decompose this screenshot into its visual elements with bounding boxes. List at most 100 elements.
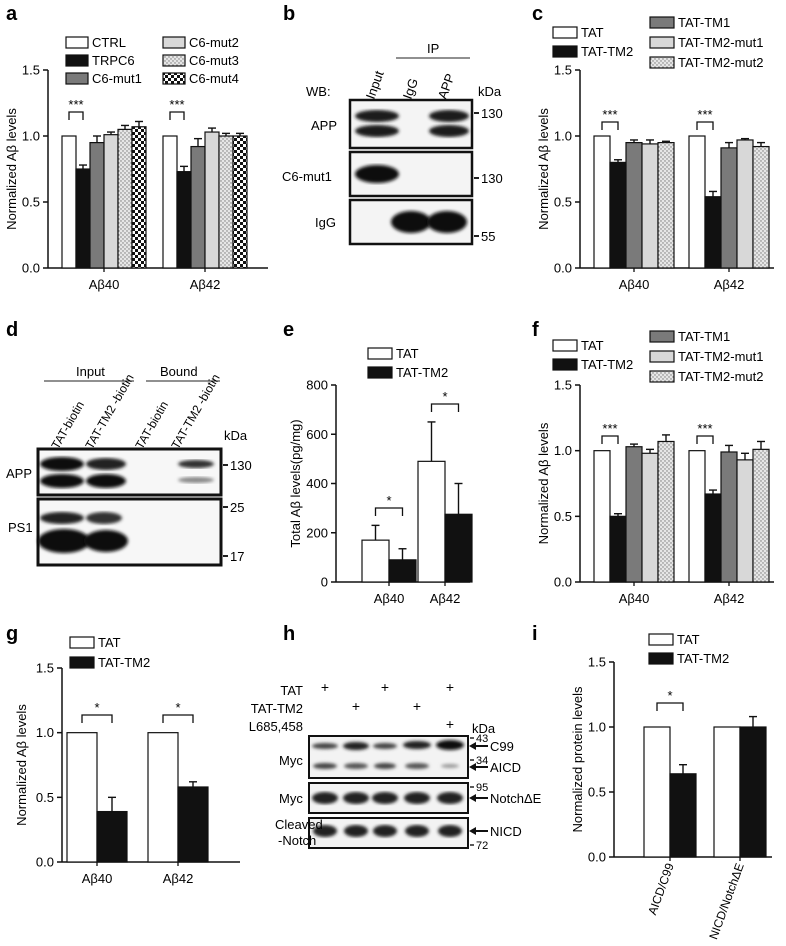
panel-letter-a: a [6, 3, 18, 25]
treatment-plus: + [446, 679, 454, 695]
y-tick-label: 0.5 [554, 195, 572, 210]
row-label-app-d: APP [6, 466, 32, 481]
legend-label: CTRL [92, 35, 126, 50]
panel-letter-d: d [6, 319, 18, 341]
y-tick-label: 0.0 [36, 855, 54, 870]
y-tick-label: 1.0 [22, 129, 40, 144]
bar [232, 135, 248, 269]
bar [204, 131, 220, 269]
lane-label-input: Input [363, 68, 387, 101]
bar [625, 142, 643, 269]
bar [147, 732, 179, 863]
legend-label: TAT-TM2-mut1 [678, 349, 763, 364]
y-tick-label: 800 [306, 378, 328, 393]
legend-swatch [649, 16, 675, 29]
y-tick-label: 1.0 [554, 443, 572, 458]
header-input: Input [76, 364, 105, 379]
y-tick-label: 1.0 [588, 720, 606, 735]
y-tick-label: 0.5 [36, 790, 54, 805]
treatment-label-tat: TAT [280, 683, 303, 698]
bar [704, 196, 722, 269]
bar [89, 142, 105, 269]
bar [162, 135, 178, 269]
y-tick-label: 1.5 [22, 63, 40, 78]
y-tick-label: 1.5 [554, 378, 572, 393]
y-tick-label: 600 [306, 427, 328, 442]
bar [657, 440, 675, 583]
bar [752, 448, 770, 583]
significance-bracket [162, 714, 194, 723]
legend-swatch [65, 72, 89, 85]
legend-label: TAT-TM2-mut2 [678, 369, 763, 384]
bar [643, 726, 671, 858]
panel-letter-h: h [283, 623, 295, 645]
significance-bracket [656, 702, 684, 711]
x-tick-label: Aβ42 [714, 591, 745, 606]
panel-letter-c: c [532, 3, 543, 25]
panel-letter-b: b [283, 3, 295, 25]
significance-label: *** [169, 97, 184, 112]
panel-c-chart: 0.0 0.5 1.0 1.5 Normalized Aβ levels Aβ40 Aβ42… [536, 15, 774, 292]
bar [752, 145, 770, 269]
bar [96, 810, 128, 863]
treatment-label-tattm2: TAT-TM2 [251, 701, 303, 716]
y-axis-label: Total Aβ levels(pg/mg) [288, 419, 303, 547]
legend-label: TAT-TM2-mut1 [678, 35, 763, 50]
x-tick-label: Aβ42 [430, 591, 461, 606]
x-tick-label: NICD/NotchΔE [706, 861, 747, 941]
row-label-myc1: Myc [279, 753, 303, 768]
significance-bracket [81, 714, 113, 723]
y-tick-label: 1.0 [554, 129, 572, 144]
bar [688, 135, 706, 269]
panel-e-chart: 0 200 400 600 800 Total Aβ levels(pg/mg) Aβ40 A… [288, 346, 473, 606]
legend-label: TAT-TM2-mut2 [678, 55, 763, 70]
bar [66, 732, 98, 863]
y-tick-label: 0.0 [554, 261, 572, 276]
y-tick-label: 0.0 [554, 575, 572, 590]
legend-label: TAT [396, 346, 419, 361]
bar [720, 451, 738, 583]
bar [218, 135, 234, 269]
treatment-plus: + [413, 698, 421, 714]
marker-43-h: 43 [476, 733, 488, 745]
bar [177, 786, 209, 863]
y-tick-label: 1.5 [554, 63, 572, 78]
bar [75, 168, 91, 269]
y-tick-label: 0.0 [588, 850, 606, 865]
arrow-label-aicd: AICD [490, 760, 521, 775]
significance-label: *** [697, 107, 712, 122]
wb-label: WB: [306, 84, 331, 99]
bar [593, 135, 611, 269]
lane-label-d4: TAT-TM2 -biotin [168, 372, 222, 452]
kda-label-b: kDa [478, 84, 502, 99]
significance-bracket [169, 111, 185, 120]
legend-label: TRPC6 [92, 53, 135, 68]
legend-swatch [162, 72, 186, 85]
marker-130-d: 130 [230, 458, 252, 473]
lane-label-igg: IgG [400, 76, 421, 101]
legend-label: TAT-TM2 [677, 651, 729, 666]
y-tick-label: 0 [321, 575, 328, 590]
bar [641, 143, 659, 269]
significance-label: * [386, 493, 391, 508]
bar [736, 459, 754, 583]
header-bound: Bound [160, 364, 198, 379]
bar [61, 135, 77, 269]
legend-swatch [649, 330, 675, 343]
legend-swatch [649, 56, 675, 69]
legend-swatch [552, 358, 578, 371]
y-tick-label: 1.5 [36, 661, 54, 676]
treatment-label-l685: L685,458 [249, 719, 303, 734]
row-label-igg: IgG [315, 215, 336, 230]
legend-label: C6-mut3 [189, 53, 239, 68]
lane-label-d3: TAT-biotin [132, 399, 171, 452]
y-tick-label: 0.5 [22, 195, 40, 210]
panel-letter-e: e [283, 319, 294, 341]
bar [117, 128, 133, 269]
arrow-label-nicd: NICD [490, 824, 522, 839]
treatment-plus: + [352, 698, 360, 714]
y-tick-label: 0.5 [554, 509, 572, 524]
y-tick-label: 200 [306, 525, 328, 540]
legend-swatch [162, 54, 186, 67]
x-tick-label: Aβ40 [619, 591, 650, 606]
